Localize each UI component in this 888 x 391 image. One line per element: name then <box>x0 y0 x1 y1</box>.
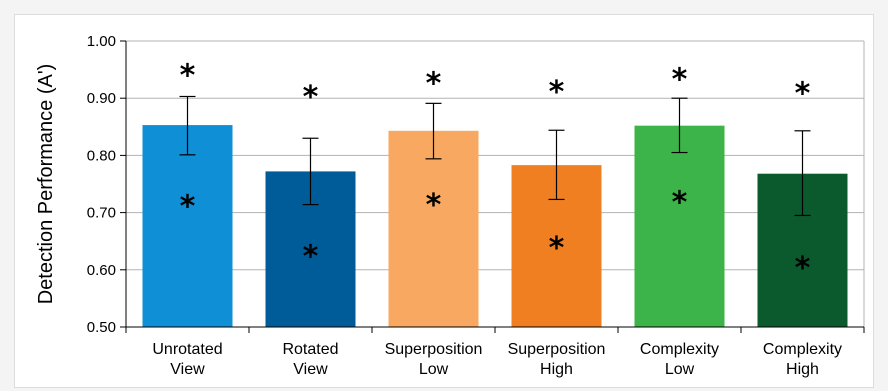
lower-star: * <box>672 185 688 220</box>
lower-star: * <box>303 240 319 275</box>
upper-star: * <box>549 75 565 110</box>
category-label-line: Superposition <box>385 341 483 358</box>
category-label: Unrotated View <box>152 341 222 378</box>
bar <box>634 125 725 327</box>
gridlines <box>126 40 865 327</box>
y-tick-label: 1.00 <box>87 33 116 50</box>
error-bars <box>179 95 811 217</box>
y-axis-label: Detection Performance (A') <box>35 64 57 305</box>
upper-star: * <box>672 62 688 97</box>
category-label: Complexity Low <box>640 341 719 378</box>
y-tick-label: 0.50 <box>87 319 116 336</box>
bar <box>142 125 233 327</box>
category-label: Superposition High <box>508 341 606 378</box>
y-tick-label: 0.60 <box>87 262 116 279</box>
category-label-line: Superposition <box>508 341 606 358</box>
upper-star: * <box>180 58 196 93</box>
y-tick-label: 0.80 <box>87 147 116 164</box>
upper-star: * <box>426 66 442 101</box>
category-label-line: Low <box>419 361 449 378</box>
significance-stars: * * * * * * * * * * * * <box>180 58 811 286</box>
category-label-line: High <box>540 361 573 378</box>
category-label: Rotated View <box>282 341 338 378</box>
y-tick-label: 0.70 <box>87 205 116 222</box>
category-label-line: Rotated <box>282 341 338 358</box>
category-label-line: High <box>786 361 819 378</box>
category-label-line: Complexity <box>640 341 719 358</box>
bar <box>388 130 479 327</box>
category-label-line: View <box>293 361 328 378</box>
category-label-line: Unrotated <box>152 341 222 358</box>
category-label-line: View <box>170 361 205 378</box>
y-tick-label: 0.90 <box>87 90 116 107</box>
category-label: Superposition Low <box>385 341 483 378</box>
lower-star: * <box>549 231 565 266</box>
bars <box>142 125 848 327</box>
lower-star: * <box>180 189 196 224</box>
category-label-line: Low <box>665 361 695 378</box>
upper-star: * <box>303 80 319 115</box>
category-label-line: Complexity <box>763 341 842 358</box>
lower-star: * <box>426 188 442 223</box>
lower-star: * <box>795 251 811 286</box>
category-label: Complexity High <box>763 341 842 378</box>
upper-star: * <box>795 77 811 112</box>
